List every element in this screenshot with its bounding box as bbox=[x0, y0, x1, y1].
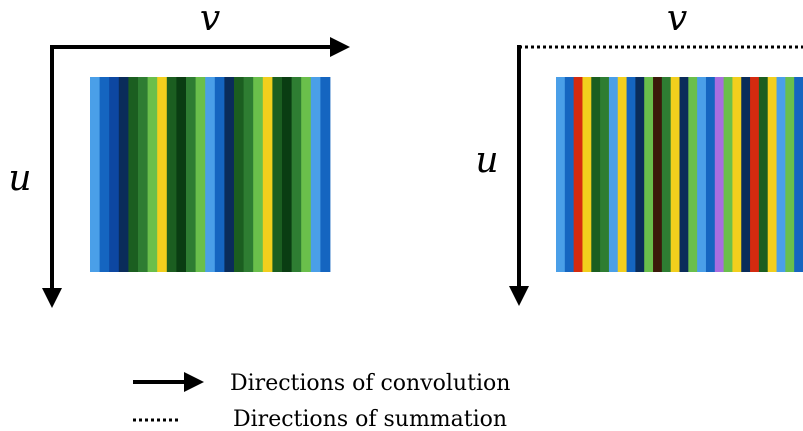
right-stripe-3 bbox=[582, 77, 592, 272]
right-stripe-16 bbox=[697, 77, 707, 272]
left-panel: v u bbox=[8, 0, 350, 308]
right-stripe-matrix bbox=[556, 77, 803, 272]
left-u-label: u bbox=[8, 158, 31, 199]
left-stripe-1 bbox=[99, 77, 110, 272]
left-stripe-22 bbox=[301, 77, 312, 272]
left-stripe-18 bbox=[262, 77, 273, 272]
left-stripe-14 bbox=[224, 77, 235, 272]
left-stripe-0 bbox=[90, 77, 100, 272]
right-stripe-1 bbox=[564, 77, 575, 272]
right-stripe-25 bbox=[776, 77, 786, 272]
left-v-label: v bbox=[200, 0, 220, 39]
right-stripe-12 bbox=[661, 77, 672, 272]
right-stripe-10 bbox=[644, 77, 654, 272]
left-stripe-11 bbox=[195, 77, 206, 272]
right-stripe-8 bbox=[626, 77, 636, 272]
left-stripe-7 bbox=[157, 77, 168, 272]
left-stripe-9 bbox=[176, 77, 187, 272]
right-stripe-14 bbox=[679, 77, 689, 272]
left-stripe-15 bbox=[234, 77, 244, 272]
right-stripe-21 bbox=[741, 77, 751, 272]
legend-summation-label: Directions of summation bbox=[233, 407, 507, 431]
left-stripe-matrix bbox=[90, 77, 331, 272]
left-stripe-10 bbox=[186, 77, 196, 272]
right-stripe-27 bbox=[794, 77, 803, 272]
right-stripe-15 bbox=[688, 77, 698, 272]
left-stripe-5 bbox=[138, 77, 148, 272]
left-stripe-21 bbox=[291, 77, 302, 272]
left-stripe-16 bbox=[243, 77, 254, 272]
right-stripe-6 bbox=[608, 77, 619, 272]
left-stripe-2 bbox=[109, 77, 120, 272]
right-stripe-13 bbox=[670, 77, 680, 272]
right-stripe-17 bbox=[705, 77, 716, 272]
right-stripe-4 bbox=[591, 77, 601, 272]
left-stripe-23 bbox=[310, 77, 321, 272]
right-stripe-23 bbox=[758, 77, 769, 272]
right-stripe-19 bbox=[723, 77, 733, 272]
right-v-label: v bbox=[667, 0, 687, 39]
right-stripe-24 bbox=[767, 77, 777, 272]
left-stripe-6 bbox=[147, 77, 158, 272]
right-stripe-26 bbox=[785, 77, 795, 272]
right-u-label: u bbox=[475, 140, 498, 181]
right-stripe-0 bbox=[556, 77, 566, 272]
right-stripe-20 bbox=[732, 77, 742, 272]
right-stripe-18 bbox=[714, 77, 725, 272]
legend-convolution-label: Directions of convolution bbox=[230, 371, 510, 396]
left-stripe-17 bbox=[253, 77, 264, 272]
left-stripe-24 bbox=[320, 77, 331, 272]
right-stripe-7 bbox=[617, 77, 627, 272]
right-stripe-11 bbox=[653, 77, 663, 272]
right-panel: v u bbox=[475, 0, 803, 306]
right-stripe-5 bbox=[600, 77, 610, 272]
left-stripe-20 bbox=[282, 77, 292, 272]
right-stripe-2 bbox=[573, 77, 583, 272]
right-stripe-22 bbox=[750, 77, 760, 272]
left-stripe-4 bbox=[128, 77, 139, 272]
right-stripe-9 bbox=[635, 77, 645, 272]
left-stripe-19 bbox=[272, 77, 283, 272]
left-stripe-8 bbox=[166, 77, 177, 272]
left-stripe-3 bbox=[118, 77, 129, 272]
left-stripe-12 bbox=[205, 77, 216, 272]
left-stripe-13 bbox=[214, 77, 225, 272]
legend: Directions of convolution Directions of … bbox=[133, 371, 510, 431]
